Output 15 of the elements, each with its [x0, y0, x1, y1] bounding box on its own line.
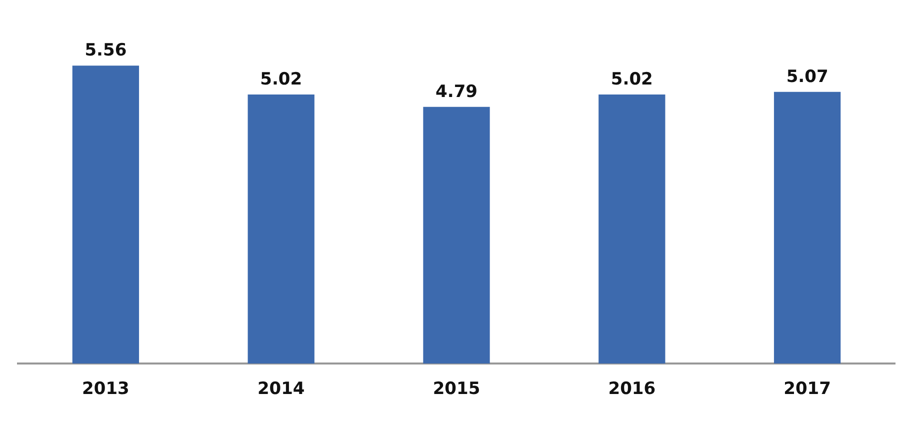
bar — [72, 66, 140, 364]
x-tick-label: 2015 — [432, 379, 480, 400]
x-tick-label: 2016 — [608, 379, 656, 400]
x-tick-label: 2017 — [784, 379, 831, 400]
bar — [598, 94, 666, 364]
bar — [423, 106, 490, 364]
x-tick-label: 2013 — [82, 379, 130, 400]
x-tick-label: 2014 — [257, 379, 305, 400]
data-label: 5.07 — [786, 66, 828, 87]
data-label: 5.02 — [260, 69, 302, 90]
bar — [774, 92, 841, 364]
bar — [248, 94, 314, 364]
data-label: 4.79 — [436, 82, 478, 102]
data-label: 5.02 — [610, 69, 653, 90]
data-label: 5.56 — [84, 40, 127, 61]
